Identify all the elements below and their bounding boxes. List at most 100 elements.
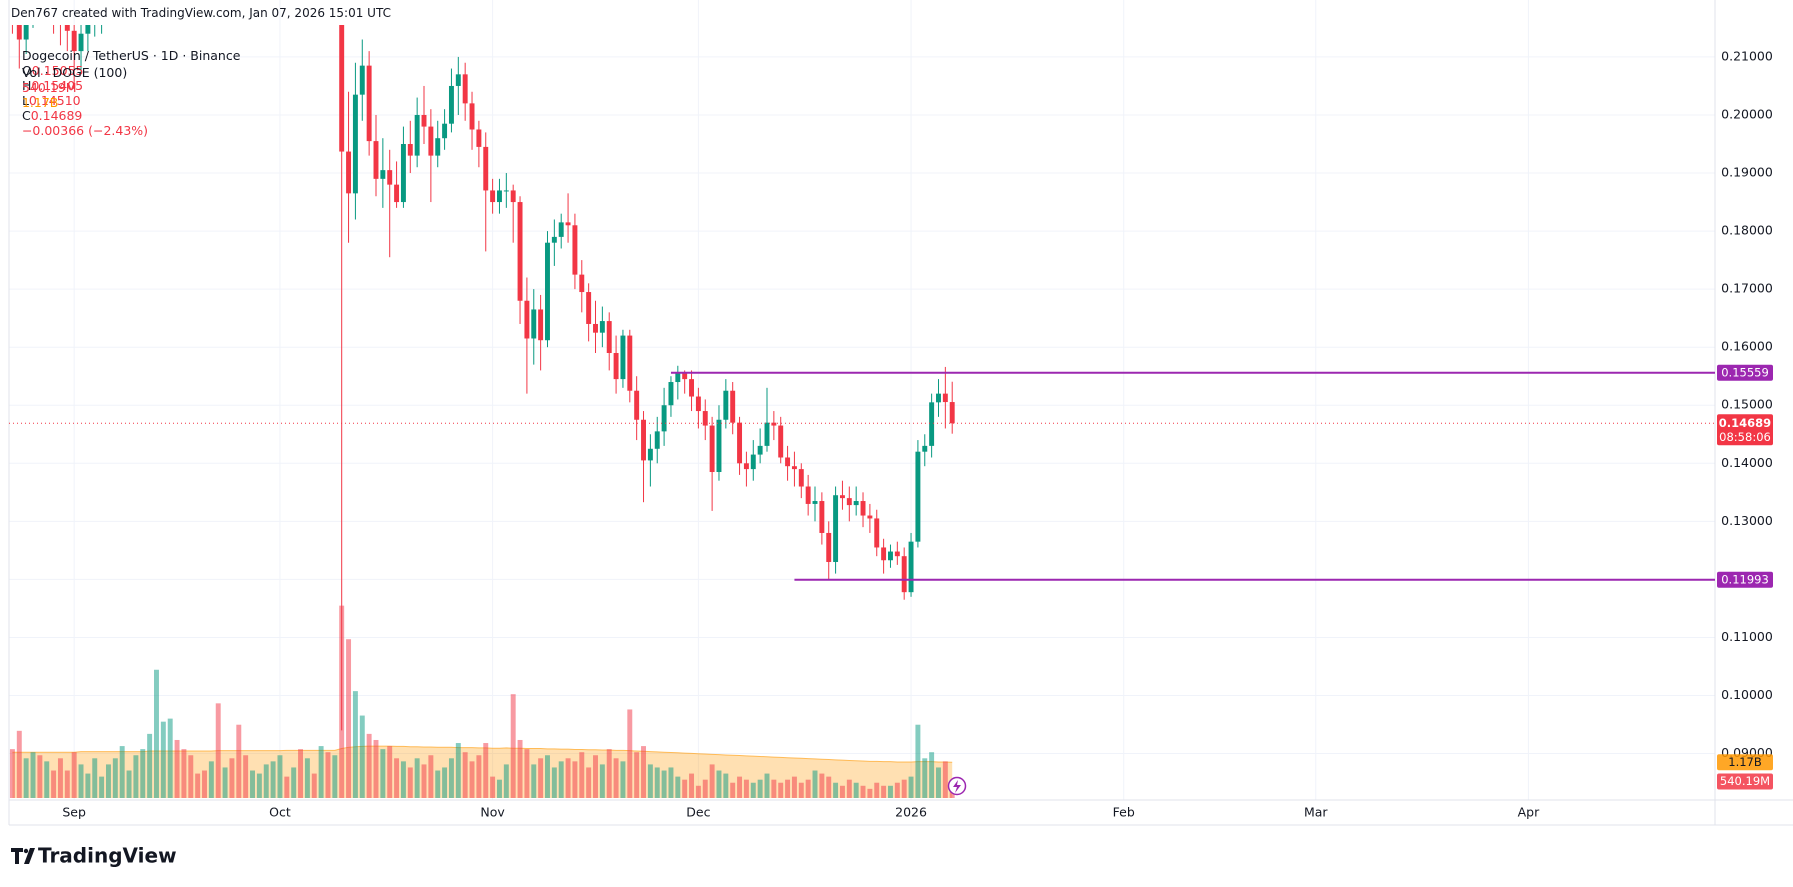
volume-bar — [675, 776, 681, 798]
volume-bar — [181, 749, 187, 798]
volume-bar — [64, 770, 70, 798]
candle-body — [737, 422, 743, 464]
candle-body — [380, 170, 386, 179]
volume-ma-value: 1.17B — [21, 95, 59, 110]
volume-bar — [661, 770, 667, 798]
candle-body — [78, 33, 84, 52]
candle-body — [599, 321, 605, 333]
volume-bar — [538, 758, 544, 798]
change: −0.00366 (−2.43%) — [21, 123, 149, 138]
volume-bar — [400, 761, 406, 798]
candle-body — [798, 469, 804, 487]
volume-bar — [229, 758, 235, 798]
last-price-label: 0.14689 — [1719, 416, 1771, 430]
brand-name: TradingView — [38, 844, 177, 868]
volume-bar — [881, 785, 887, 798]
candle-body — [936, 393, 941, 403]
candle-body — [641, 419, 646, 461]
volume-bar — [579, 752, 585, 798]
candle-body — [620, 335, 626, 380]
volume-bar — [942, 761, 948, 798]
volume-bar — [785, 779, 791, 798]
volume-bar — [188, 755, 194, 798]
volume-bar — [627, 709, 633, 798]
candle-body — [476, 129, 482, 147]
candle-body — [462, 74, 468, 104]
y-tick-label: 0.16000 — [1721, 339, 1773, 354]
ohlc-open: O0.15055 — [21, 63, 84, 78]
volume-bar — [119, 746, 125, 798]
ohlc-high: H0.15405 — [21, 78, 84, 93]
candle-body — [387, 170, 393, 185]
candle-body — [538, 309, 544, 341]
y-tick-label: 0.14000 — [1721, 455, 1773, 470]
y-tick-label: 0.19000 — [1721, 165, 1773, 180]
candle-body — [867, 515, 873, 519]
volume-bar — [819, 773, 825, 798]
volume-title: Vol · DOGE (100) — [21, 65, 128, 80]
volume-bar — [428, 755, 434, 798]
volume-bar — [133, 755, 139, 798]
volume-bar — [256, 773, 262, 798]
candle-body — [647, 448, 653, 461]
volume-bar — [407, 767, 413, 798]
volume-bar — [709, 764, 715, 798]
volume-bar — [195, 773, 201, 798]
candle-body — [887, 551, 893, 561]
volume-bar — [634, 752, 640, 798]
candle-body — [929, 402, 935, 446]
ohlc-low: L0.14510 — [21, 93, 81, 108]
brand-logo: TradingView — [11, 844, 177, 868]
candle-body — [352, 94, 358, 194]
candle-body — [517, 202, 523, 301]
candle-body — [442, 123, 448, 139]
candle-body — [949, 402, 955, 424]
volume-bar — [606, 749, 612, 798]
volume-bar — [16, 730, 22, 798]
volume-bar — [215, 703, 221, 798]
candle-body — [483, 146, 489, 191]
volume-box — [1717, 773, 1773, 790]
price-pane — [11, 25, 955, 731]
volume-bar — [394, 758, 400, 798]
candle-body — [606, 321, 612, 353]
candle-body — [613, 352, 619, 380]
candle-body — [593, 323, 598, 333]
volume-header: Vol · DOGE (100) 540.19M 1.17B — [14, 50, 133, 110]
candle-body — [373, 141, 379, 179]
candle-body — [682, 373, 688, 380]
volume-bar — [874, 782, 880, 798]
volume-bar — [483, 743, 489, 798]
volume-bar — [915, 724, 921, 798]
volume-bar — [737, 776, 743, 798]
volume-bar — [469, 761, 475, 798]
volume-bar — [92, 758, 98, 798]
candle-body — [791, 466, 797, 470]
volume-bar — [236, 724, 242, 798]
volume-bar — [99, 776, 105, 798]
volume-bar — [140, 749, 146, 798]
candle-body — [743, 463, 749, 470]
volume-bar — [503, 764, 509, 798]
volume-bar — [702, 779, 708, 798]
volume-bar — [695, 785, 701, 798]
volume-bar — [613, 758, 619, 798]
volume-ma-label: 1.17B — [1728, 755, 1762, 769]
candle-body — [812, 501, 818, 504]
y-tick-label: 0.15000 — [1721, 397, 1773, 412]
candle-body — [503, 190, 509, 192]
volume-bar — [277, 755, 283, 798]
volume-bar — [586, 767, 592, 798]
symbol-header: Dogecoin / TetherUS · 1D · Binance O0.15… — [14, 33, 246, 138]
candle-body — [366, 65, 372, 142]
volume-bar — [208, 761, 214, 798]
volume-bar — [126, 770, 132, 798]
candle-body — [64, 25, 70, 31]
volume-bar — [846, 779, 852, 798]
volume-label: 540.19M — [1720, 774, 1770, 788]
candle-body — [689, 379, 695, 397]
volume-bar — [222, 767, 228, 798]
candle-body — [846, 498, 852, 506]
